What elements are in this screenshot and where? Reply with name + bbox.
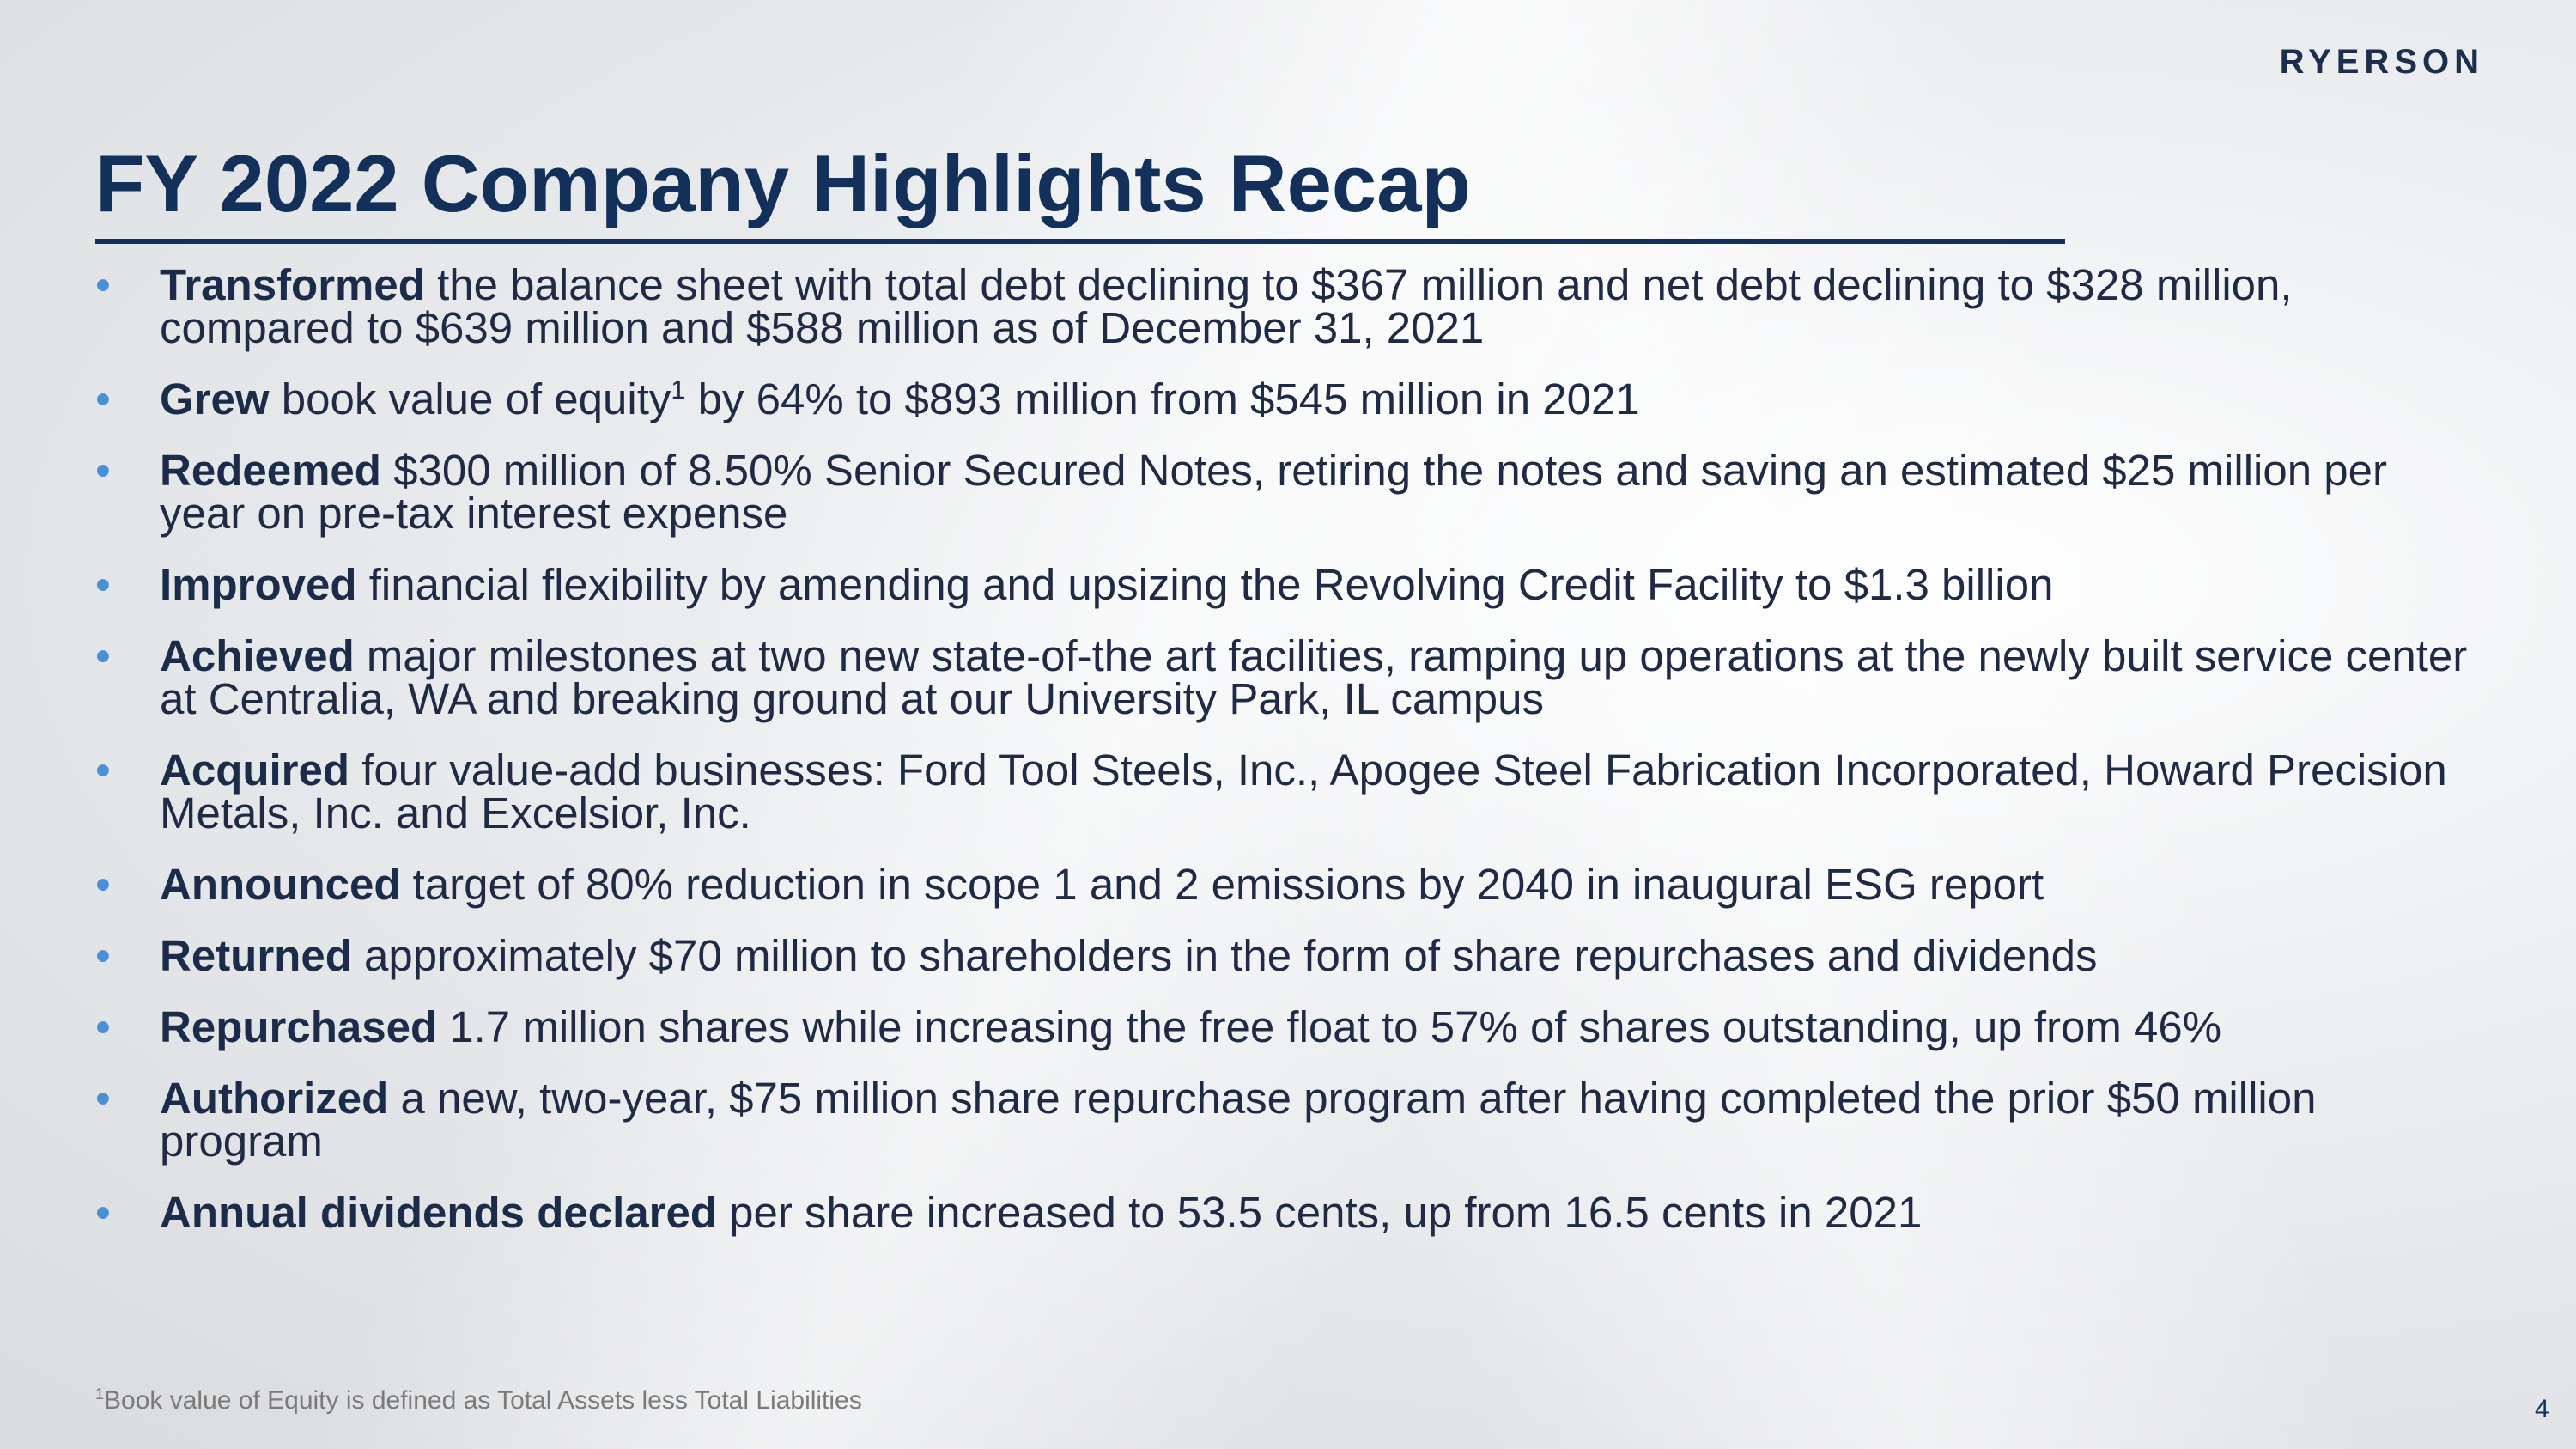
footnote-text: Book value of Equity is defined as Total…: [104, 1386, 862, 1415]
bullet-bold: Redeemed: [160, 446, 381, 495]
bullet-text: financial flexibility by amending and up…: [356, 560, 2054, 609]
bullet-text: 1.7 million shares while increasing the …: [437, 1002, 2222, 1051]
bullet-bold: Annual dividends declared: [160, 1188, 717, 1237]
bullet-dot: •: [95, 374, 111, 423]
bullet-item: • Annual dividends declared per share inc…: [95, 1188, 2482, 1237]
bullet-item: • Announced target of 80% reduction in sc…: [95, 860, 2482, 909]
bullet-dot: •: [95, 260, 111, 309]
footnote: 1Book value of Equity is defined as Tota…: [95, 1386, 862, 1416]
bullet-text: a new, two-year, $75 million share repur…: [160, 1074, 2317, 1166]
bullet-bold: Acquired: [160, 746, 350, 795]
bullet-dot: •: [95, 631, 111, 680]
bullet-text: per share increased to 53.5 cents, up fr…: [716, 1188, 1923, 1237]
bullet-item: • Returned approximately $70 million to s…: [95, 931, 2482, 980]
bullet-bold: Repurchased: [160, 1002, 438, 1051]
bullet-bold: Grew: [160, 374, 270, 423]
bullet-item: • Redeemed $300 million of 8.50% Senior S…: [95, 446, 2482, 538]
bullet-dot: •: [95, 1074, 111, 1123]
bullet-item: • Improved financial flexibility by amend…: [95, 563, 2482, 606]
bullet-item: • Repurchased 1.7 million shares while in…: [95, 1002, 2482, 1051]
bullet-dot: •: [95, 860, 111, 909]
bullet-item: • Achieved major milestones at two new st…: [95, 631, 2482, 721]
slide-title: FY 2022 Company Highlights Recap: [95, 138, 1471, 228]
bullet-text: by 64% to $893 million from $545 million…: [685, 374, 1640, 423]
bullet-text: the balance sheet with total debt declin…: [160, 260, 2293, 352]
title-rule: [95, 239, 2065, 244]
bullet-bold: Returned: [160, 931, 352, 980]
bullet-item: • Authorized a new, two-year, $75 million…: [95, 1074, 2482, 1166]
logo: RYERSON: [2279, 43, 2484, 81]
bullet-text: $300 million of 8.50% Senior Secured Not…: [160, 446, 2387, 538]
bullet-text: approximately $70 million to shareholder…: [351, 931, 2098, 980]
bullet-dot: •: [95, 446, 111, 495]
bullet-item: • Grew book value of equity1 by 64% to $8…: [95, 374, 2482, 423]
bullet-item: • Transformed the balance sheet with tota…: [95, 260, 2482, 350]
bullet-bold: Transformed: [160, 260, 425, 309]
bullet-dot: •: [95, 931, 111, 980]
bullet-dot: •: [95, 560, 111, 609]
bullet-bold: Authorized: [160, 1074, 389, 1123]
bullet-dot: •: [95, 746, 111, 795]
bullet-item: • Acquired four value-add businesses: For…: [95, 746, 2482, 837]
bullet-text: book value of equity: [269, 374, 671, 423]
bullet-bold: Achieved: [160, 631, 355, 680]
bullet-bold: Improved: [160, 560, 357, 609]
bullet-list: • Transformed the balance sheet with tota…: [95, 260, 2482, 1263]
footnote-mark: 1: [95, 1385, 105, 1403]
bullet-dot: •: [95, 1188, 111, 1237]
page-number: 4: [2535, 1395, 2549, 1423]
bullet-bold: Announced: [160, 860, 401, 909]
superscript: 1: [671, 375, 686, 405]
bullet-text: four value-add businesses: Ford Tool Ste…: [160, 746, 2447, 837]
bullet-text: major milestones at two new state-of-the…: [160, 631, 2468, 723]
bullet-text: target of 80% reduction in scope 1 and 2…: [400, 860, 2044, 909]
bullet-dot: •: [95, 1002, 111, 1051]
